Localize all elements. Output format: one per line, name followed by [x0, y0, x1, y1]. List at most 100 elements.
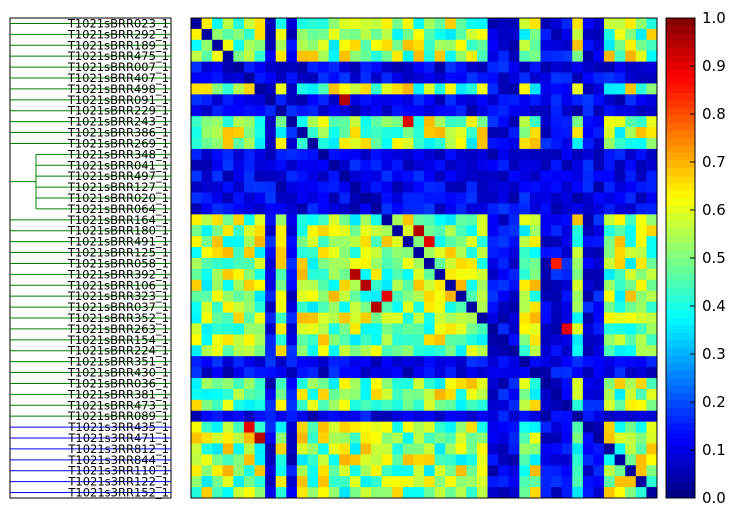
colorbar-segment [666, 415, 695, 424]
heatmap-cell [222, 83, 234, 95]
heatmap-cell [328, 148, 340, 161]
heatmap-cell [540, 138, 552, 150]
heatmap-cell [646, 345, 658, 357]
heatmap-cell [646, 148, 658, 161]
heatmap-cell [201, 454, 213, 466]
heatmap-cell [540, 28, 552, 41]
heatmap-cell [191, 356, 202, 368]
heatmap-cell [275, 61, 287, 73]
heatmap-cell [243, 236, 255, 248]
heatmap-cell [381, 410, 393, 423]
heatmap-cell [582, 410, 594, 423]
heatmap-cell [275, 421, 287, 433]
heatmap-cell [498, 258, 510, 270]
heatmap-cell [318, 454, 330, 466]
heatmap-cell [191, 83, 202, 95]
heatmap-cell [275, 356, 287, 368]
heatmap-cell [476, 388, 488, 401]
heatmap-cell [381, 159, 393, 172]
heatmap-cell [529, 170, 541, 183]
heatmap-cell [424, 258, 435, 270]
heatmap-cell [286, 356, 298, 368]
heatmap-cell [349, 225, 361, 237]
heatmap-cell [529, 72, 541, 84]
heatmap-cell [604, 247, 616, 259]
heatmap-cell [646, 378, 658, 390]
heatmap-cell [487, 61, 499, 73]
heatmap-cell [551, 61, 563, 73]
heatmap-cell [201, 127, 213, 139]
heatmap-cell [572, 323, 584, 335]
heatmap-cell [466, 465, 478, 477]
heatmap-cell [424, 465, 435, 477]
heatmap-cell [551, 268, 563, 281]
heatmap-cell [254, 247, 266, 259]
heatmap-cell [498, 181, 510, 193]
heatmap-cell [582, 236, 594, 248]
row-label: T1021sBRR292_1 [67, 27, 169, 41]
heatmap-cell [466, 378, 478, 390]
heatmap-cell [392, 236, 404, 248]
heatmap-cell [307, 83, 319, 95]
heatmap-cell [625, 290, 637, 303]
heatmap-cell [349, 39, 361, 52]
heatmap-cell [349, 290, 361, 303]
heatmap-cell [413, 127, 425, 139]
heatmap-cell [222, 181, 234, 193]
heatmap-cell [561, 236, 573, 248]
heatmap-cell [540, 301, 552, 313]
heatmap-cell [381, 323, 393, 335]
heatmap-cell [318, 356, 330, 368]
heatmap-cell [381, 61, 393, 73]
heatmap-cell [593, 301, 605, 313]
heatmap-cell [424, 18, 435, 30]
heatmap-cell [286, 279, 298, 292]
heatmap-cell [625, 367, 637, 379]
heatmap-cell [243, 94, 255, 106]
heatmap-cell [519, 18, 531, 30]
heatmap-cell [551, 290, 563, 303]
row-labels: T1021sBRR023_1T1021sBRR292_1T1021sBRR189… [67, 16, 169, 499]
heatmap-cell [413, 323, 425, 335]
heatmap-cell [212, 279, 224, 292]
heatmap-cell [201, 61, 213, 73]
heatmap-cell [191, 148, 202, 161]
heatmap-cell [265, 170, 277, 183]
heatmap-cell [614, 279, 626, 292]
heatmap-cell [222, 279, 234, 292]
heatmap-cell [413, 39, 425, 52]
heatmap-cell [254, 465, 266, 477]
heatmap-cell [307, 225, 319, 237]
heatmap-cell [349, 72, 361, 84]
heatmap-cell [296, 443, 308, 455]
heatmap-cell [540, 225, 552, 237]
heatmap-cell [318, 170, 330, 183]
heatmap-cell [593, 203, 605, 215]
heatmap-cell [212, 127, 224, 139]
heatmap-cell [540, 116, 552, 128]
heatmap-cell [445, 279, 457, 292]
heatmap-cell [318, 323, 330, 335]
heatmap-cell [413, 476, 425, 488]
heatmap-cell [519, 170, 531, 183]
heatmap-cell [243, 356, 255, 368]
heatmap-cell [349, 18, 361, 30]
heatmap-cell [625, 83, 637, 95]
heatmap-cell [604, 181, 616, 193]
heatmap-cell [286, 399, 298, 412]
heatmap-cell [222, 127, 234, 139]
heatmap-cell [413, 148, 425, 161]
heatmap-cell [402, 290, 414, 303]
heatmap-cell [275, 159, 287, 172]
heatmap-cell [318, 159, 330, 172]
heatmap-cell [233, 247, 245, 259]
heatmap-cell [582, 367, 594, 379]
heatmap-cell [487, 83, 499, 95]
heatmap-cell [307, 388, 319, 401]
heatmap-cell [318, 410, 330, 423]
heatmap-cell [233, 432, 245, 444]
heatmap-cell [519, 258, 531, 270]
heatmap-cell [604, 345, 616, 357]
heatmap-cell [529, 192, 541, 204]
row-label: T1021s3RR122_1 [67, 475, 169, 489]
